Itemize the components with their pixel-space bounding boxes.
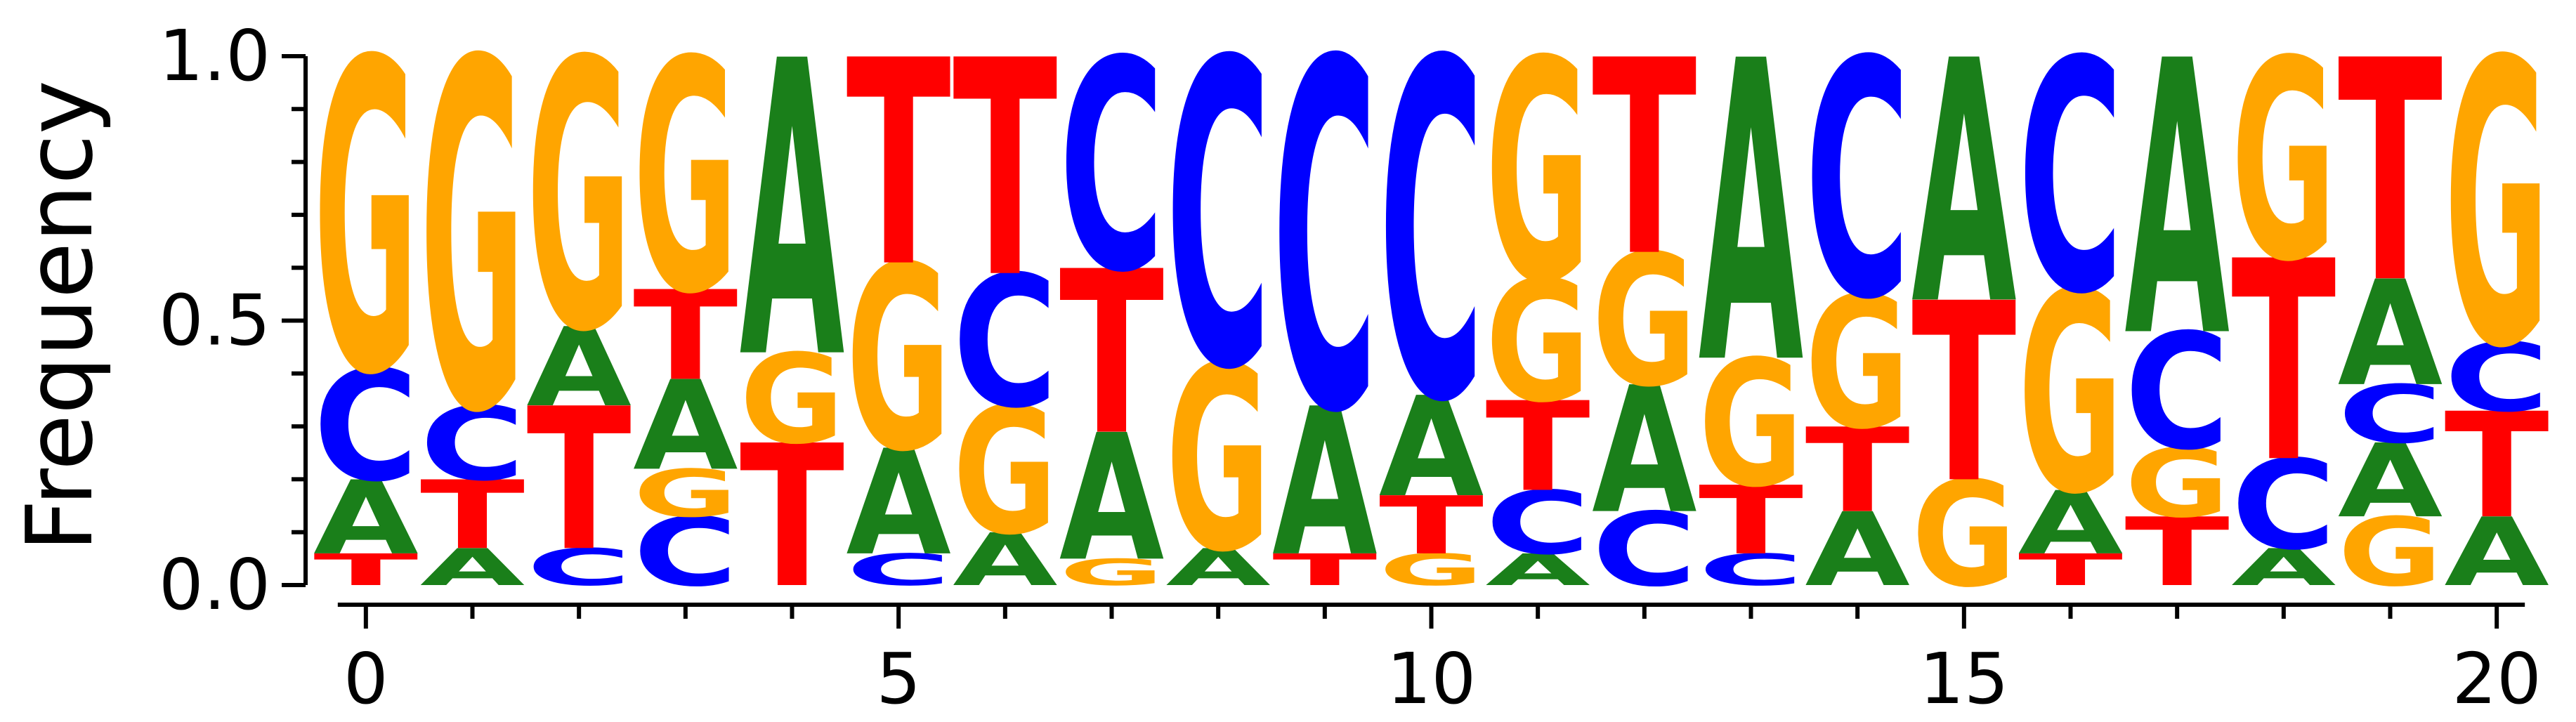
logo-letter-g: G bbox=[2231, 3, 2336, 323]
logo-letter-g: G bbox=[1805, 258, 1910, 470]
logo-letter-c: C bbox=[420, 385, 525, 504]
logo-letter-c: C bbox=[1059, 0, 1164, 336]
logo-letter-c: C bbox=[2444, 323, 2549, 433]
logo-letter-t: T bbox=[527, 367, 632, 595]
x-tick-label: 5 bbox=[876, 638, 921, 720]
logo-letter-g: G bbox=[2125, 429, 2230, 539]
logo-letter-g: G bbox=[1911, 451, 2016, 619]
logo-letter-a: A bbox=[1911, 0, 2018, 379]
logo-letter-a: A bbox=[953, 518, 1058, 603]
logo-letter-t: T bbox=[420, 461, 525, 570]
y-axis: 0.0 0.5 1.0 bbox=[159, 15, 308, 626]
logo-letter-g: G bbox=[1699, 324, 1803, 527]
logo-letter-g: G bbox=[1486, 0, 1590, 350]
logo-letter-c: C bbox=[2338, 368, 2443, 461]
logo-letter-t: T bbox=[1592, 4, 1697, 315]
logo-letter-c: C bbox=[1165, 0, 1270, 463]
logo-letter-g: G bbox=[1486, 245, 1590, 439]
y-tick-label: 0.0 bbox=[159, 544, 270, 626]
logo-letter-t: T bbox=[1486, 376, 1590, 519]
logo-letter-a: A bbox=[633, 355, 738, 498]
logo-letter-g: G bbox=[2445, 0, 2549, 434]
logo-letter-c: C bbox=[1485, 473, 1590, 574]
logo-letter-a: A bbox=[1272, 365, 1377, 601]
logo-letter-c: C bbox=[953, 237, 1057, 448]
logo-letter-c: C bbox=[1592, 491, 1696, 610]
logo-letter-g: G bbox=[2018, 235, 2123, 556]
logo-letter-g: G bbox=[527, 0, 632, 413]
logo-letter-t: T bbox=[2018, 545, 2123, 596]
logo-letter-t: T bbox=[846, 1, 952, 329]
y-tick-label: 1.0 bbox=[159, 15, 270, 97]
logo-letter-a: A bbox=[1805, 492, 1909, 610]
logo-letter-c: C bbox=[2124, 300, 2229, 485]
y-axis-label: Frequency bbox=[6, 80, 113, 552]
logo-letter-a: A bbox=[1592, 350, 1696, 553]
logo-letter-c: C bbox=[526, 538, 631, 597]
logo-letter-t: T bbox=[1805, 403, 1910, 539]
logo-letter-t: T bbox=[1911, 251, 2017, 537]
logo-letter-c: C bbox=[1805, 0, 1909, 372]
logo-letter-g: G bbox=[953, 372, 1057, 574]
logo-letter-c: C bbox=[1379, 0, 1484, 505]
logo-letter-a: A bbox=[2231, 539, 2336, 598]
logo-letter-t: T bbox=[1379, 480, 1484, 572]
logo-letter-g: G bbox=[420, 0, 525, 518]
logo-letter-a: A bbox=[420, 539, 525, 598]
logo-letter-c: C bbox=[1699, 545, 1803, 596]
x-axis: 0 5 10 15 20 bbox=[337, 603, 2542, 720]
logo-letter-a: A bbox=[1699, 0, 1805, 456]
logo-letter-t: T bbox=[953, 0, 1058, 343]
logo-letter-g: G bbox=[633, 0, 738, 365]
logo-letter-c: C bbox=[1272, 0, 1377, 518]
logo-letter-g: G bbox=[1059, 551, 1164, 593]
y-tick-label: 0.5 bbox=[159, 280, 270, 362]
logo-letter-g: G bbox=[740, 328, 844, 472]
x-tick-label: 15 bbox=[1919, 638, 2008, 720]
logo-letter-a: A bbox=[1059, 398, 1164, 600]
logo-letter-a: A bbox=[2018, 473, 2123, 574]
logo-letter-a: A bbox=[313, 460, 418, 578]
logo-letter-t: T bbox=[740, 405, 844, 632]
logo-letter-c: C bbox=[633, 498, 738, 608]
logo-letter-c: C bbox=[313, 338, 418, 515]
logo-letter-t: T bbox=[1699, 466, 1803, 576]
logo-letter-a: A bbox=[2338, 423, 2443, 541]
logo-letter-t: T bbox=[2445, 383, 2549, 551]
logo-letter-a: A bbox=[526, 306, 631, 432]
logo-letter-g: G bbox=[1166, 314, 1271, 609]
logo-letter-a: A bbox=[1485, 545, 1590, 596]
logo-letter-t: T bbox=[313, 545, 418, 596]
logo-letter-a: A bbox=[1165, 539, 1271, 598]
logo-letter-a: A bbox=[740, 0, 846, 448]
logo-letter-a: A bbox=[2444, 499, 2549, 608]
logo-letter-t: T bbox=[1059, 223, 1165, 485]
logo-letter-a: A bbox=[846, 420, 950, 589]
logo-letter-t: T bbox=[2338, 0, 2443, 350]
x-tick-label: 0 bbox=[344, 638, 388, 720]
logo-letter-t: T bbox=[2231, 202, 2336, 523]
logo-letter-a: A bbox=[2338, 251, 2443, 419]
logo-letter-g: G bbox=[313, 0, 418, 469]
logo-letter-a: A bbox=[1379, 367, 1484, 528]
logo-letter-c: C bbox=[2231, 434, 2336, 577]
logo-letter-c: C bbox=[846, 545, 950, 596]
logo-letter-a: A bbox=[2124, 0, 2230, 421]
logo-letter-t: T bbox=[1272, 545, 1377, 596]
logo-letter-g: G bbox=[1592, 216, 1696, 427]
logo-letter-g: G bbox=[633, 456, 738, 532]
logo-letters: TACGATCGCTAGCGATGTGACAGTAGCTGATCAGCTACGT… bbox=[313, 0, 2549, 632]
logo-letter-c: C bbox=[2018, 0, 2123, 364]
logo-letter-g: G bbox=[846, 214, 951, 508]
logo-letter-g: G bbox=[2338, 498, 2443, 608]
logo-letter-t: T bbox=[2125, 498, 2230, 608]
logo-letter-g: G bbox=[1379, 544, 1484, 595]
x-tick-label: 20 bbox=[2452, 638, 2542, 720]
x-tick-label: 10 bbox=[1387, 638, 1476, 720]
logo-letter-t: T bbox=[633, 264, 738, 407]
